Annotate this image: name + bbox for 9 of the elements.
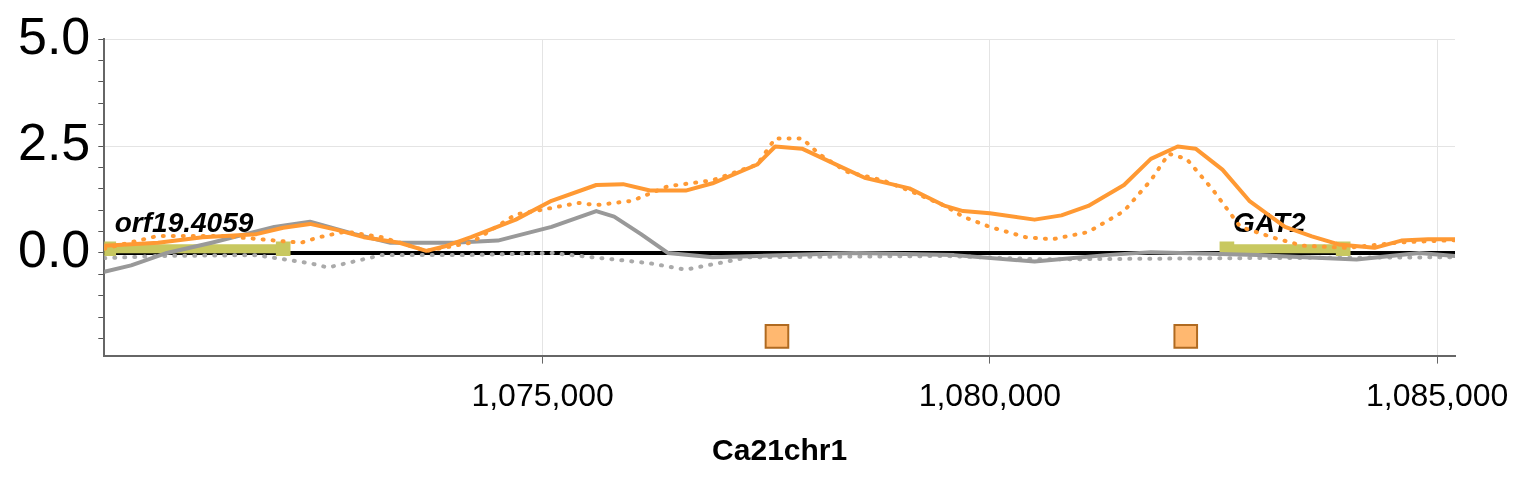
x-tick-label: 1,080,000 (918, 376, 1062, 413)
x-tick-label: 1,085,000 (1365, 376, 1509, 413)
x-axis-title: Ca21chr1 (712, 433, 848, 467)
y-tick-label: 5.0 (17, 6, 91, 65)
y-tick-label: 2.5 (17, 113, 91, 172)
y-tick-label: 0.0 (17, 220, 91, 279)
annotation: orf19.4059 (114, 207, 254, 239)
x-tick-label: 1,075,000 (471, 376, 614, 413)
line-series (104, 250, 1455, 272)
